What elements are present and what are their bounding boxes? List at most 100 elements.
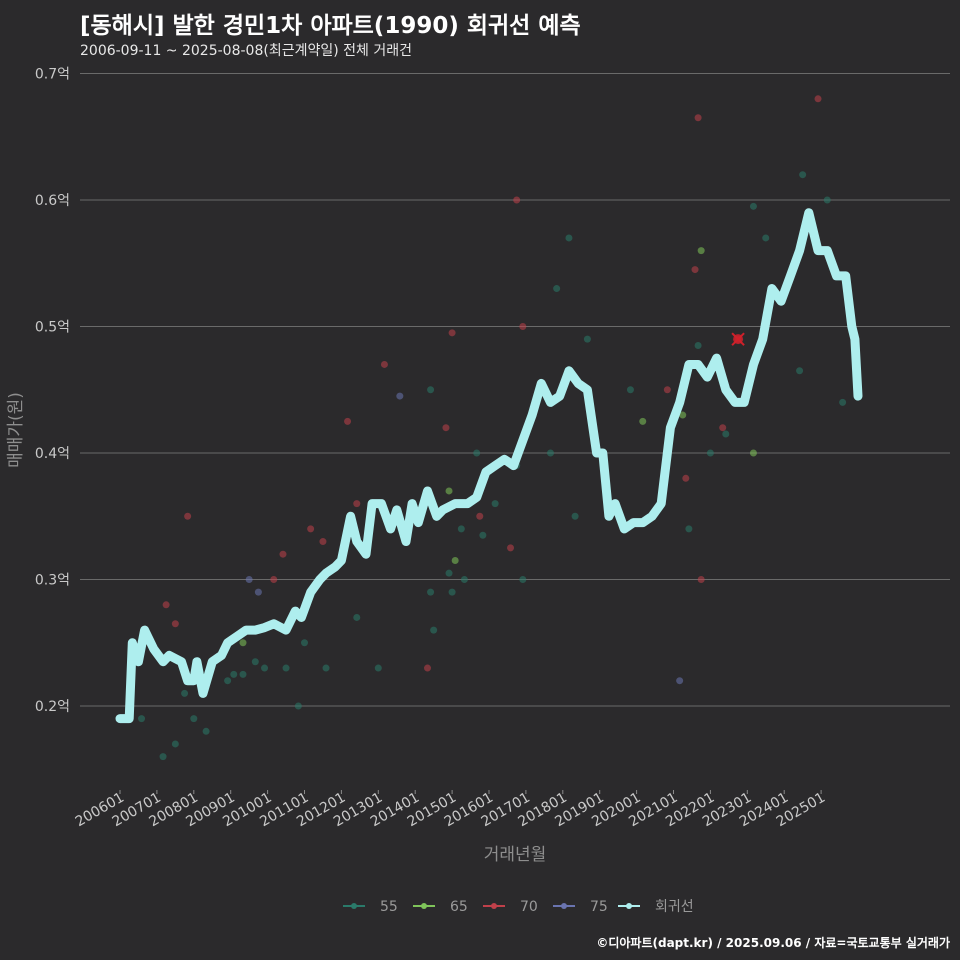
legend-label: 70 xyxy=(520,899,538,915)
data-point-65 xyxy=(239,639,247,647)
data-point-70 xyxy=(380,360,388,368)
data-point-65 xyxy=(445,487,453,495)
data-point-55 xyxy=(322,664,330,672)
data-point-55 xyxy=(799,171,807,179)
data-point-70 xyxy=(270,576,278,583)
data-point-70 xyxy=(162,601,170,609)
y-axis-ticks: 0.2억 0.3억 0.4억 0.5억 0.6억 0.7억 xyxy=(35,67,70,716)
data-point-55 xyxy=(685,525,693,533)
data-point-70 xyxy=(691,266,699,274)
chart-title: [동해시] 발한 경민1차 아파트(1990) 회귀선 예측 xyxy=(80,13,581,39)
data-point-65 xyxy=(451,557,459,565)
data-point-70 xyxy=(663,386,671,394)
y-tick-label: 0.7억 xyxy=(35,67,70,83)
legend-marker xyxy=(626,903,632,909)
data-point-55 xyxy=(181,689,189,697)
trend-line xyxy=(115,208,863,724)
data-point-55 xyxy=(839,398,847,406)
data-point-70 xyxy=(344,417,352,425)
data-point-70 xyxy=(476,512,484,520)
data-point-70 xyxy=(814,95,822,103)
data-point-55 xyxy=(159,753,167,761)
data-point-55 xyxy=(583,335,591,343)
data-point-55 xyxy=(427,588,435,596)
data-point-55 xyxy=(565,234,573,242)
data-point-70 xyxy=(448,329,456,337)
data-point-55 xyxy=(571,512,579,520)
data-point-70 xyxy=(353,500,361,508)
data-point-70 xyxy=(513,196,521,204)
data-point-55 xyxy=(796,367,804,375)
y-tick-label: 0.6억 xyxy=(35,193,70,209)
data-point-75 xyxy=(245,576,253,583)
data-point-55 xyxy=(427,386,435,394)
y-tick-label: 0.5억 xyxy=(35,320,70,336)
data-point-65 xyxy=(749,449,757,457)
data-point-55 xyxy=(301,639,308,647)
legend-marker xyxy=(421,903,427,909)
y-tick-label: 0.2억 xyxy=(35,699,70,715)
source-caption: ©디아파트(dapt.kr) / 2025.09.06 / 자료=국토교통부 실… xyxy=(596,936,950,950)
scatter-points xyxy=(138,95,847,761)
data-point-55 xyxy=(491,500,499,508)
data-point-70 xyxy=(171,620,179,628)
chart-subtitle: 2006-09-11 ~ 2025-08-08(최근계약일) 전체 거래건 xyxy=(80,43,412,59)
data-point-55 xyxy=(445,569,453,577)
data-point-55 xyxy=(294,702,302,710)
data-point-55 xyxy=(448,588,456,596)
data-point-55 xyxy=(460,576,468,583)
y-axis-title: 매매가(원) xyxy=(6,392,26,468)
data-point-55 xyxy=(224,677,232,685)
data-point-55 xyxy=(374,664,382,672)
gridlines xyxy=(80,73,950,707)
data-point-55 xyxy=(519,576,527,583)
y-tick-label: 0.3억 xyxy=(35,573,70,589)
legend: 55 65 70 75 회귀선 xyxy=(343,899,694,915)
data-point-70 xyxy=(519,323,527,330)
legend-label: 회귀선 xyxy=(655,899,694,915)
data-point-55 xyxy=(239,670,247,678)
data-point-55 xyxy=(138,715,146,723)
x-axis-ticks: 2006012007012008012009012010012011012012… xyxy=(73,790,828,831)
data-point-55 xyxy=(473,449,481,457)
legend-marker xyxy=(351,903,357,909)
data-point-55 xyxy=(626,386,634,394)
data-point-70 xyxy=(184,512,192,520)
legend-label: 75 xyxy=(590,899,608,915)
x-axis-title: 거래년월 xyxy=(484,845,547,865)
data-point-65 xyxy=(679,411,687,419)
data-point-55 xyxy=(202,727,210,735)
data-point-55 xyxy=(430,626,438,634)
data-point-70 xyxy=(424,664,431,672)
data-point-55 xyxy=(749,202,757,210)
data-point-55 xyxy=(282,664,290,672)
trend-line-path xyxy=(115,208,863,724)
data-point-55 xyxy=(553,285,561,293)
data-point-55 xyxy=(171,740,179,748)
data-point-55 xyxy=(823,196,831,204)
data-point-55 xyxy=(190,715,198,723)
data-point-55 xyxy=(479,531,487,539)
data-point-70 xyxy=(307,525,315,533)
data-point-70 xyxy=(442,424,450,432)
data-point-55 xyxy=(353,613,361,621)
data-point-55 xyxy=(694,341,702,349)
legend-marker xyxy=(491,903,497,909)
data-point-70 xyxy=(682,474,690,482)
data-point-75 xyxy=(396,392,404,400)
data-point-70 xyxy=(719,424,727,432)
data-point-75 xyxy=(676,677,684,685)
highlight-cross xyxy=(731,332,745,346)
data-point-55 xyxy=(547,449,554,457)
data-point-55 xyxy=(261,664,269,672)
data-point-70 xyxy=(279,550,287,558)
data-point-65 xyxy=(639,417,647,425)
data-point-70 xyxy=(694,114,702,122)
y-tick-label: 0.4억 xyxy=(35,446,70,462)
legend-marker xyxy=(561,903,567,909)
data-point-70 xyxy=(319,538,327,546)
data-point-55 xyxy=(722,430,730,438)
data-point-55 xyxy=(230,670,238,678)
legend-label: 55 xyxy=(380,899,398,915)
